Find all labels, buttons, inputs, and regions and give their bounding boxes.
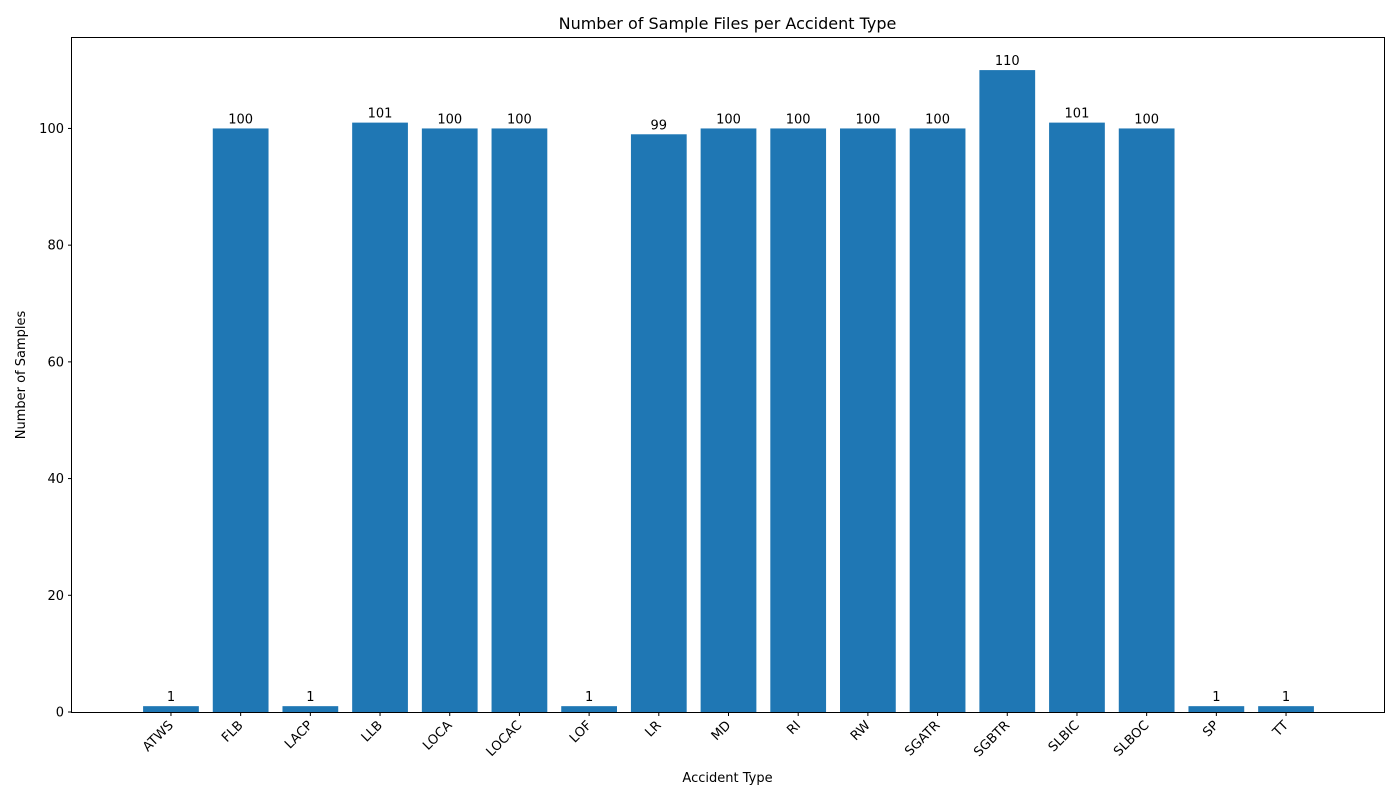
x-tick-label-sp: SP bbox=[1200, 718, 1222, 740]
x-tick-label-lr: LR bbox=[643, 718, 665, 740]
x-tick-label-locac: LOCAC bbox=[484, 718, 526, 760]
y-axis-label: Number of Samples bbox=[14, 311, 29, 440]
x-tick-label-loca: LOCA bbox=[420, 718, 455, 753]
bar-slbic bbox=[1049, 122, 1105, 712]
bar-slboc bbox=[1118, 128, 1175, 713]
data-label-atws: 1 bbox=[167, 690, 175, 705]
bar-lof bbox=[561, 706, 617, 712]
bar-llb bbox=[352, 122, 408, 712]
data-label-flb: 100 bbox=[228, 112, 253, 127]
x-axis-ticks: ATWS FLB LACP LLB LOCA LOCAC LOF LR MD RI RW SGATR S… bbox=[140, 712, 1292, 760]
data-label-locac: 100 bbox=[507, 112, 532, 127]
bar-sgatr bbox=[909, 128, 966, 713]
data-label-lof: 1 bbox=[585, 690, 593, 705]
data-labels-layer: 1 100 1 101 100 100 1 99 100 100 100 100 110 101 100 1 1 bbox=[167, 54, 1290, 705]
x-tick-label-rw: RW bbox=[848, 718, 874, 744]
x-tick-label-slboc: SLBOC bbox=[1111, 718, 1152, 759]
x-tick-label-md: MD bbox=[709, 718, 735, 744]
x-axis-label: Accident Type bbox=[682, 771, 772, 786]
data-label-lr: 99 bbox=[651, 118, 668, 133]
x-tick-label-flb: FLB bbox=[219, 718, 246, 745]
data-label-sgatr: 100 bbox=[925, 112, 950, 127]
data-label-md: 100 bbox=[716, 112, 741, 127]
bar-lacp bbox=[282, 706, 339, 712]
x-tick-label-tt: TT bbox=[1269, 718, 1291, 740]
bar-atws bbox=[143, 706, 199, 712]
bar-locac bbox=[491, 128, 548, 713]
bar-md bbox=[700, 128, 757, 713]
x-tick-label-llb: LLB bbox=[359, 718, 386, 745]
data-label-ri: 100 bbox=[786, 112, 811, 127]
data-label-sgbtr: 110 bbox=[995, 54, 1020, 69]
x-tick-label-sgatr: SGATR bbox=[902, 718, 943, 759]
chart-title: Number of Sample Files per Accident Type bbox=[559, 14, 897, 33]
data-label-llb: 101 bbox=[368, 107, 393, 122]
data-label-slboc: 100 bbox=[1134, 112, 1159, 127]
bar-loca bbox=[421, 128, 478, 713]
y-tick-label-80: 80 bbox=[47, 239, 64, 254]
bar-ri bbox=[770, 128, 827, 713]
x-tick-label-atws: ATWS bbox=[140, 718, 177, 755]
data-label-lacp: 1 bbox=[306, 690, 314, 705]
y-tick-label-40: 40 bbox=[47, 472, 64, 487]
x-tick-label-lacp: LACP bbox=[282, 718, 316, 752]
y-tick-label-20: 20 bbox=[47, 589, 64, 604]
bar-sp bbox=[1188, 706, 1245, 712]
y-tick-label-60: 60 bbox=[47, 355, 64, 370]
x-tick-label-lof: LOF bbox=[567, 718, 595, 746]
plot-area-frame bbox=[71, 37, 1385, 713]
bar-flb bbox=[212, 128, 269, 713]
data-label-loca: 100 bbox=[437, 112, 462, 127]
data-label-tt: 1 bbox=[1282, 690, 1290, 705]
bars-layer bbox=[143, 70, 1314, 713]
x-tick-label-ri: RI bbox=[784, 718, 804, 738]
data-label-rw: 100 bbox=[855, 112, 880, 127]
data-label-sp: 1 bbox=[1212, 690, 1220, 705]
y-tick-label-100: 100 bbox=[39, 122, 64, 137]
y-tick-label-0: 0 bbox=[56, 706, 64, 721]
data-label-slbic: 101 bbox=[1065, 107, 1090, 122]
x-tick-label-sgbtr: SGBTR bbox=[971, 718, 1013, 760]
bar-lr bbox=[630, 134, 687, 713]
bar-sgbtr bbox=[979, 70, 1036, 713]
y-axis-ticks: 0 20 40 60 80 100 bbox=[39, 122, 72, 721]
x-tick-label-slbic: SLBIC bbox=[1046, 718, 1083, 755]
bar-tt bbox=[1258, 706, 1314, 712]
bar-rw bbox=[840, 128, 896, 713]
